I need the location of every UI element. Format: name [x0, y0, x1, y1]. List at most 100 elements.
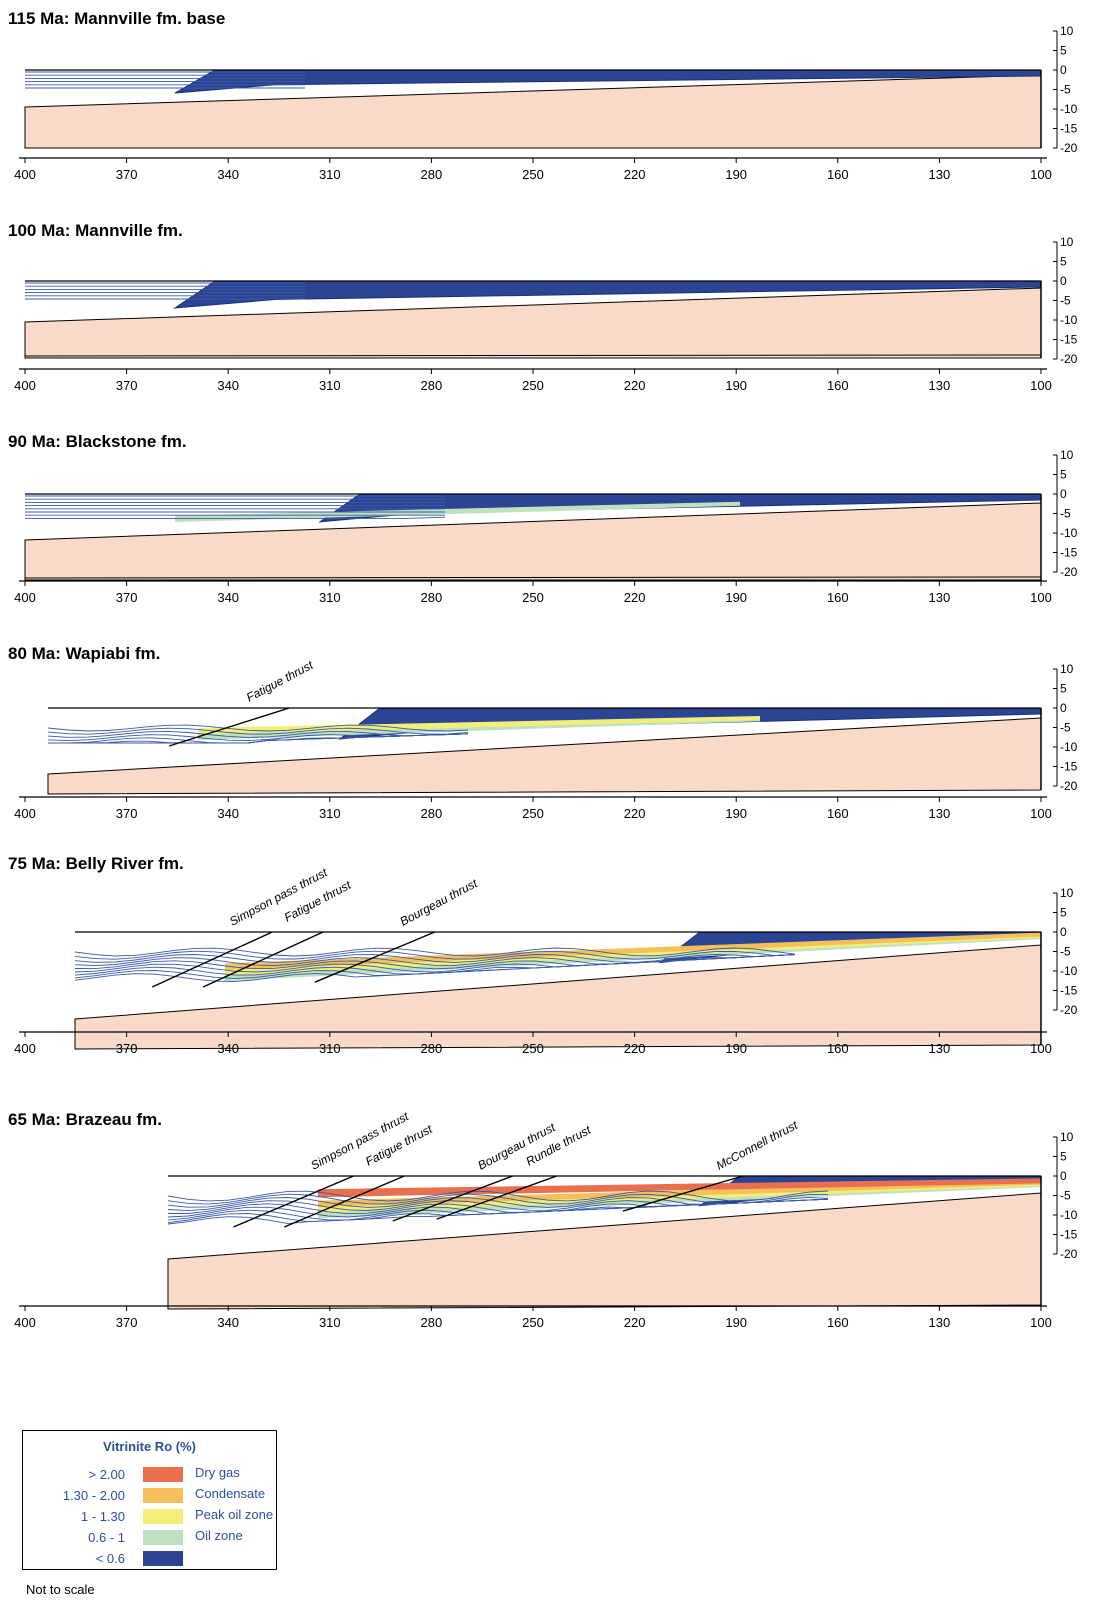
x-tick-label: 130 — [929, 590, 951, 605]
x-tick-label: 190 — [725, 590, 747, 605]
x-tick-label: 280 — [421, 378, 443, 393]
x-tick-label: 190 — [725, 167, 747, 182]
legend-swatch — [143, 1530, 183, 1545]
panel-5: 75 Ma: Belly River fm.Simpson pass thrus… — [8, 854, 1078, 1056]
legend-row-dry-gas: > 2.00 Dry gas — [23, 1465, 276, 1485]
section-bottom — [24, 354, 1042, 357]
depth-tick-label: -20 — [1060, 1247, 1078, 1261]
depth-tick-label: 0 — [1060, 63, 1067, 77]
x-tick-label: 100 — [1030, 1315, 1052, 1330]
thrust-fault — [151, 931, 273, 988]
legend-row-immature: < 0.6 — [23, 1549, 276, 1569]
stratal-line — [25, 516, 446, 519]
x-tick-label: 190 — [725, 806, 747, 821]
depth-tick-label: -5 — [1060, 1189, 1071, 1203]
x-tick-label: 250 — [522, 1041, 544, 1056]
legend-label: Oil zone — [195, 1528, 243, 1543]
x-tick-label: 310 — [319, 1315, 341, 1330]
depth-tick-label: 5 — [1060, 1150, 1067, 1164]
section-bottom — [24, 576, 1042, 579]
x-tick-label: 400 — [14, 1041, 36, 1056]
depth-tick-label: 10 — [1060, 235, 1074, 249]
x-tick-label: 220 — [624, 1315, 646, 1330]
thrust-fault — [622, 1175, 744, 1212]
stratal-line — [74, 950, 796, 960]
legend-range: 1 - 1.30 — [80, 1509, 125, 1524]
thrust-fault — [233, 1175, 354, 1228]
stratal-line — [74, 953, 796, 963]
thrust-label: Fatigue thrust — [244, 658, 316, 705]
x-tick-label: 280 — [421, 167, 443, 182]
x-tick-label: 250 — [522, 378, 544, 393]
x-tick-label: 160 — [827, 1315, 849, 1330]
legend-label: Dry gas — [195, 1465, 240, 1480]
legend-swatch — [143, 1509, 183, 1524]
panel-1: 115 Ma: Mannville fm. base 10 5 0 -5 -10 -15 -2… — [8, 9, 1078, 182]
depth-tick-label: 5 — [1060, 682, 1067, 696]
thrust-label: McConnell thrust — [714, 1118, 801, 1173]
legend-label: Condensate — [195, 1486, 266, 1501]
x-tick-label: 190 — [725, 1041, 747, 1056]
stratal-line — [47, 730, 469, 738]
x-tick-label: 220 — [624, 806, 646, 821]
legend-swatch — [143, 1551, 183, 1566]
x-tick-label: 130 — [929, 378, 951, 393]
depth-tick-label: 0 — [1060, 925, 1067, 939]
depth-tick-label: -10 — [1060, 740, 1078, 754]
thrust-fault — [202, 931, 324, 988]
x-tick-label: 190 — [725, 1315, 747, 1330]
panel-title: 75 Ma: Belly River fm. — [8, 854, 184, 873]
panel-4: 80 Ma: Wapiabi fm. Fatigue thrust 10 5 0 -5 -1… — [8, 644, 1078, 821]
panel-title: 80 Ma: Wapiabi fm. — [8, 644, 160, 663]
depth-tick-label: -10 — [1060, 102, 1078, 116]
depth-tick-label: 10 — [1060, 886, 1074, 900]
legend-range: < 0.6 — [95, 1551, 125, 1566]
depth-tick-label: 0 — [1060, 274, 1067, 288]
thrust-fault — [284, 1175, 405, 1228]
x-tick-label: 310 — [319, 590, 341, 605]
depth-tick-label: -5 — [1060, 507, 1071, 521]
scale-note: Not to scale — [26, 1582, 95, 1597]
depth-tick-label: -15 — [1060, 333, 1078, 347]
thrust-fault — [436, 1175, 557, 1220]
depth-tick-label: -5 — [1060, 83, 1071, 97]
x-tick-label: 250 — [522, 167, 544, 182]
x-tick-label: 160 — [827, 806, 849, 821]
x-tick-label: 160 — [827, 167, 849, 182]
depth-tick-label: -20 — [1060, 352, 1078, 366]
depth-tick-label: -10 — [1060, 313, 1078, 327]
stratal-line — [74, 954, 796, 982]
x-tick-label: 130 — [929, 1041, 951, 1056]
x-tick-label: 160 — [827, 1041, 849, 1056]
panel-2: 100 Ma: Mannville fm. 10 5 0 -5 -10 -15 -20 400 3… — [8, 221, 1078, 393]
panel-6: 65 Ma: Brazeau fm. Simpson pass thrustFat… — [8, 1109, 1078, 1330]
legend-range: 0.6 - 1 — [88, 1530, 125, 1545]
basement — [24, 502, 1042, 581]
x-tick-label: 130 — [929, 167, 951, 182]
x-tick-label: 280 — [421, 806, 443, 821]
depth-tick-label: -15 — [1060, 984, 1078, 998]
depth-tick-label: -10 — [1060, 964, 1078, 978]
x-tick-label: 370 — [116, 378, 138, 393]
depth-tick-label: 0 — [1060, 701, 1067, 715]
stratal-line — [74, 947, 796, 957]
x-tick-label: 400 — [14, 1315, 36, 1330]
depth-tick-label: 10 — [1060, 662, 1074, 676]
panel-title: 115 Ma: Mannville fm. base — [8, 9, 225, 28]
x-tick-label: 340 — [217, 1315, 239, 1330]
depth-tick-label: -15 — [1060, 760, 1078, 774]
thrust-fault — [392, 1175, 513, 1222]
x-tick-label: 370 — [116, 590, 138, 605]
depth-tick-label: -20 — [1060, 1003, 1078, 1017]
x-tick-label: 130 — [929, 1315, 951, 1330]
depth-tick-label: 0 — [1060, 487, 1067, 501]
x-tick-label: 340 — [217, 167, 239, 182]
legend-row-peak-oil: 1 - 1.30 Peak oil zone — [23, 1507, 276, 1527]
x-tick-label: 370 — [116, 806, 138, 821]
legend-title: Vitrinite Ro (%) — [103, 1439, 196, 1454]
legend-swatch — [143, 1467, 183, 1482]
maturity-band — [198, 716, 760, 735]
x-tick-label: 220 — [624, 167, 646, 182]
panel-title: 65 Ma: Brazeau fm. — [8, 1110, 162, 1129]
depth-tick-label: -5 — [1060, 945, 1071, 959]
